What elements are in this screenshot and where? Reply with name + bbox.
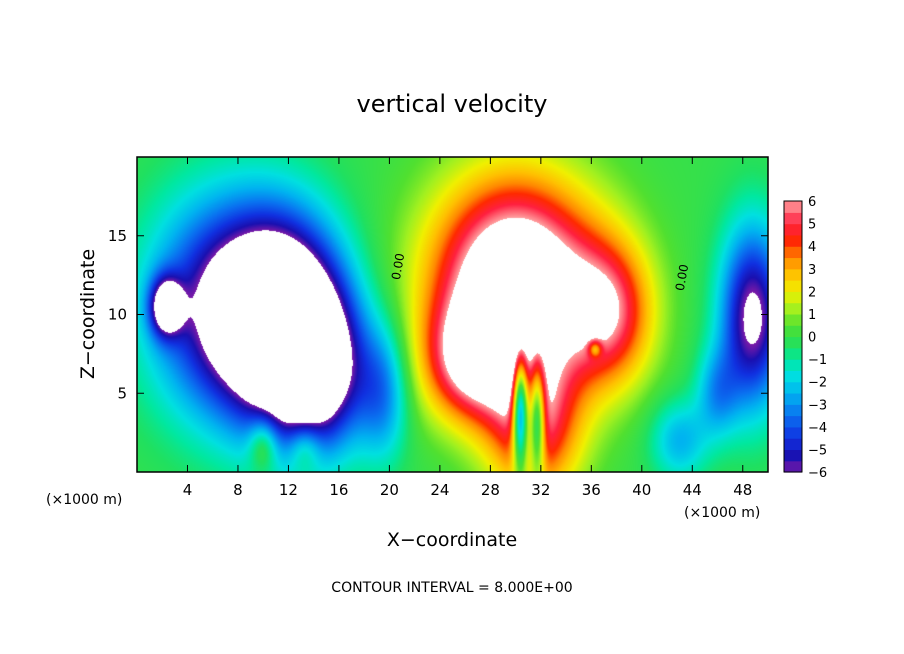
x-tick-label: 36 [582,481,601,499]
colorbar-cell [784,223,802,236]
heatmap-container [137,157,768,472]
colorbar-cell [784,302,802,315]
colorbar-cell [784,257,802,270]
contour-interval-note: CONTOUR INTERVAL = 8.000E+00 [331,580,572,596]
plot-area: 0.00 0.00 [136,156,769,473]
colorbar-cell [784,370,802,383]
y-tick-label: 10 [108,306,127,324]
colorbar-label: −3 [808,398,827,413]
colorbar-cell [784,359,802,371]
x-tick-label: 4 [183,481,193,499]
colorbar-cell [784,201,802,213]
colorbar-label: 5 [808,218,816,233]
colorbar-cell [784,325,802,338]
colorbar-cells [784,201,802,473]
y-tick-label: 5 [117,384,127,402]
colorbar-label: 2 [808,285,816,300]
x-tick-label: 32 [531,481,550,499]
colorbar-label: −5 [808,443,827,458]
colorbar-cell [784,291,802,304]
colorbar-cell [784,438,802,451]
colorbar-cell [784,404,802,417]
x-tick-label: 40 [632,481,651,499]
colorbar-cell [784,280,802,292]
colorbar-cell [784,268,802,281]
colorbar-label: −6 [808,466,827,481]
x-tick-label: 8 [233,481,243,499]
colorbar-cell [784,415,802,428]
contour-label: 0.00 [673,263,691,292]
y-axis-label: Z−coordinate [77,249,99,379]
y-axis-ticks: 5 10 15 [108,227,768,402]
colorbar-cell [784,392,802,405]
colorbar-cell [784,381,802,394]
colorbar-cell [784,234,802,247]
colorbar-label: 0 [808,331,816,346]
colorbar-label: 3 [808,263,816,278]
x-tick-label: 16 [329,481,348,499]
chart-title: vertical velocity [357,90,548,118]
x-tick-label: 20 [380,481,399,499]
colorbar-cell [784,449,802,462]
colorbar-cell [784,246,802,259]
colorbar-label: 4 [808,240,816,255]
colorbar-frame [783,200,803,473]
x-tick-label: 48 [733,481,752,499]
colorbar-label: −1 [808,353,827,368]
colorbar-cell [784,460,802,473]
y-tick-label: 15 [108,227,127,245]
x-axis-ticks: 4 8 12 16 20 24 28 32 36 40 44 48 [183,157,752,499]
x-unit-label-left: (×1000 m) [46,492,122,508]
colorbar-cell [784,336,802,349]
colorbar: 6 5 4 3 2 1 0 −1 −2 −3 −4 −5 −6 [783,195,827,481]
colorbar-labels: 6 5 4 3 2 1 0 −1 −2 −3 −4 −5 −6 [808,195,827,481]
colorbar-label: −2 [808,376,827,391]
heatmap-field [137,157,768,472]
colorbar-cell [784,313,802,326]
colorbar-label: 6 [808,195,816,210]
colorbar-cell [784,347,802,360]
x-tick-label: 44 [683,481,702,499]
x-tick-label: 28 [481,481,500,499]
contour-labels: 0.00 0.00 [389,252,691,292]
colorbar-cell [784,212,802,225]
x-tick-label: 24 [430,481,449,499]
x-axis-label: X−coordinate [387,529,517,551]
x-tick-label: 12 [279,481,298,499]
contour-label: 0.00 [389,252,407,281]
colorbar-label: 1 [808,308,816,323]
colorbar-label: −4 [808,421,827,436]
colorbar-cell [784,426,802,439]
x-unit-label-right: (×1000 m) [684,505,760,521]
